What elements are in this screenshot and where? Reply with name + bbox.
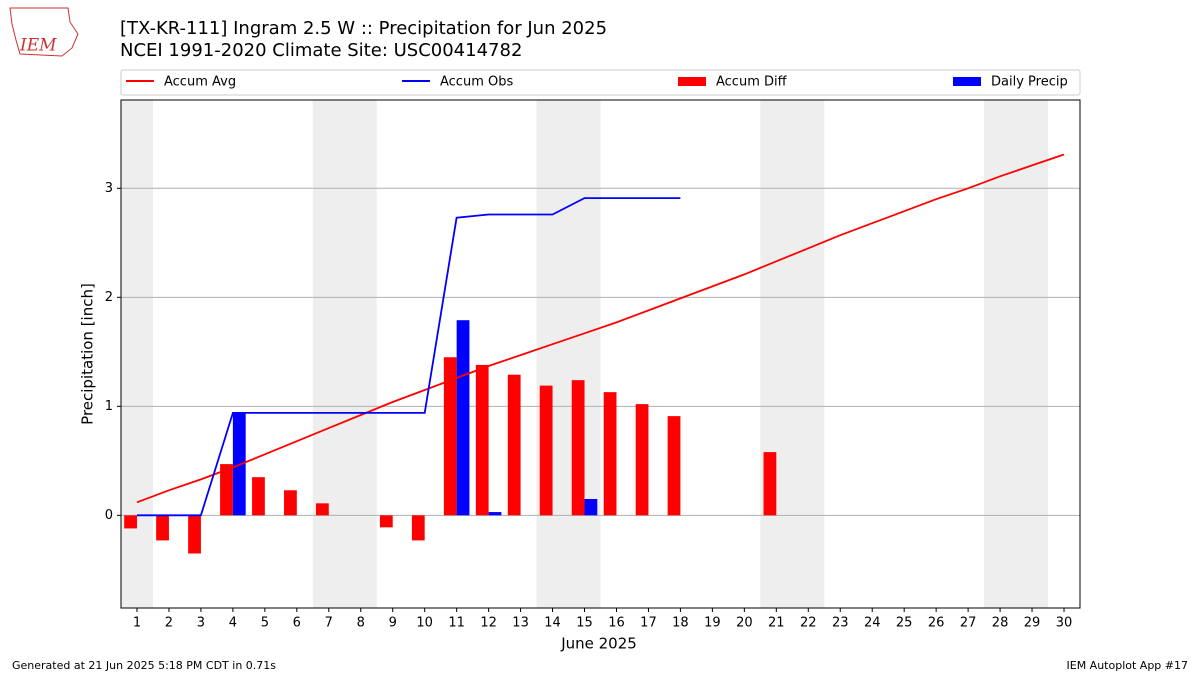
- bar: [667, 416, 681, 516]
- legend-label: Accum Obs: [440, 75, 513, 90]
- weekend-shade: [760, 100, 825, 608]
- x-tick-label: 21: [768, 616, 785, 631]
- legend-swatch: [678, 77, 706, 86]
- footer-right: IEM Autoplot App #17: [1067, 659, 1189, 672]
- bar: [379, 515, 393, 528]
- x-tick-label: 7: [325, 616, 333, 631]
- bar: [584, 498, 598, 516]
- x-axis-label: June 2025: [560, 635, 637, 653]
- bar: [284, 490, 297, 516]
- x-tick-label: 6: [293, 616, 301, 631]
- x-tick-label: 29: [1024, 616, 1041, 631]
- x-tick-label: 14: [544, 616, 561, 631]
- bar: [411, 515, 425, 541]
- bar: [475, 364, 489, 516]
- legend-box: [120, 69, 1081, 96]
- x-tick-label: 13: [512, 616, 529, 631]
- x-tick-label: 4: [229, 616, 237, 631]
- line: [136, 153, 1065, 504]
- bar: [220, 464, 233, 516]
- weekend-shade: [984, 100, 1049, 608]
- bar: [539, 385, 553, 516]
- x-tick-label: 9: [389, 616, 397, 631]
- bar: [188, 515, 201, 554]
- bar: [507, 374, 521, 516]
- x-tick-label: 19: [704, 616, 721, 631]
- y-tick-label: 1: [105, 399, 113, 414]
- bar: [156, 515, 169, 541]
- bar: [488, 512, 502, 516]
- bar: [456, 320, 470, 516]
- x-tick-label: 12: [480, 616, 497, 631]
- weekend-shade: [536, 100, 601, 608]
- x-tick-label: 2: [165, 616, 173, 631]
- plot-frame: [120, 99, 1081, 609]
- weekend-shade: [121, 100, 153, 608]
- bar: [124, 515, 137, 529]
- x-tick-label: 22: [800, 616, 817, 631]
- x-tick-label: 30: [1056, 616, 1073, 631]
- bar: [603, 392, 617, 516]
- x-tick-label: 24: [864, 616, 881, 631]
- x-tick-label: 3: [197, 616, 205, 631]
- weekend-shade: [312, 100, 377, 608]
- bar: [763, 452, 777, 516]
- x-tick-label: 5: [261, 616, 269, 631]
- bar: [635, 404, 649, 516]
- x-tick-label: 1: [133, 616, 141, 631]
- x-tick-label: 23: [832, 616, 849, 631]
- footer-left: Generated at 21 Jun 2025 5:18 PM CDT in …: [12, 659, 276, 672]
- x-tick-label: 27: [960, 616, 977, 631]
- chart-subtitle: NCEI 1991-2020 Climate Site: USC00414782: [120, 40, 522, 61]
- logo-outline: [9, 7, 79, 57]
- legend-label: Accum Avg: [164, 75, 236, 90]
- line: [137, 197, 681, 517]
- x-tick-label: 16: [608, 616, 625, 631]
- y-tick-label: 2: [105, 290, 113, 305]
- bar: [252, 477, 265, 516]
- x-tick-label: 25: [896, 616, 913, 631]
- x-tick-label: 26: [928, 616, 945, 631]
- x-tick-label: 20: [736, 616, 753, 631]
- y-tick-label: 3: [105, 181, 113, 196]
- bar: [443, 357, 457, 516]
- legend-label: Accum Diff: [716, 75, 788, 90]
- y-tick-label: 0: [105, 508, 113, 523]
- logo: IEM: [9, 7, 79, 57]
- logo-text: IEM: [19, 36, 57, 56]
- bar: [571, 380, 585, 516]
- y-axis-label: Precipitation [inch]: [79, 283, 97, 425]
- x-tick-label: 28: [992, 616, 1009, 631]
- x-tick-label: 15: [576, 616, 593, 631]
- bar: [315, 503, 329, 516]
- x-tick-label: 10: [416, 616, 433, 631]
- x-tick-label: 18: [672, 616, 689, 631]
- x-tick-label: 8: [357, 616, 365, 631]
- x-tick-label: 11: [448, 616, 465, 631]
- x-tick-label: 17: [640, 616, 657, 631]
- legend-swatch: [953, 77, 981, 86]
- chart-title: [TX-KR-111] Ingram 2.5 W :: Precipitatio…: [120, 18, 607, 39]
- legend-label: Daily Precip: [991, 75, 1068, 90]
